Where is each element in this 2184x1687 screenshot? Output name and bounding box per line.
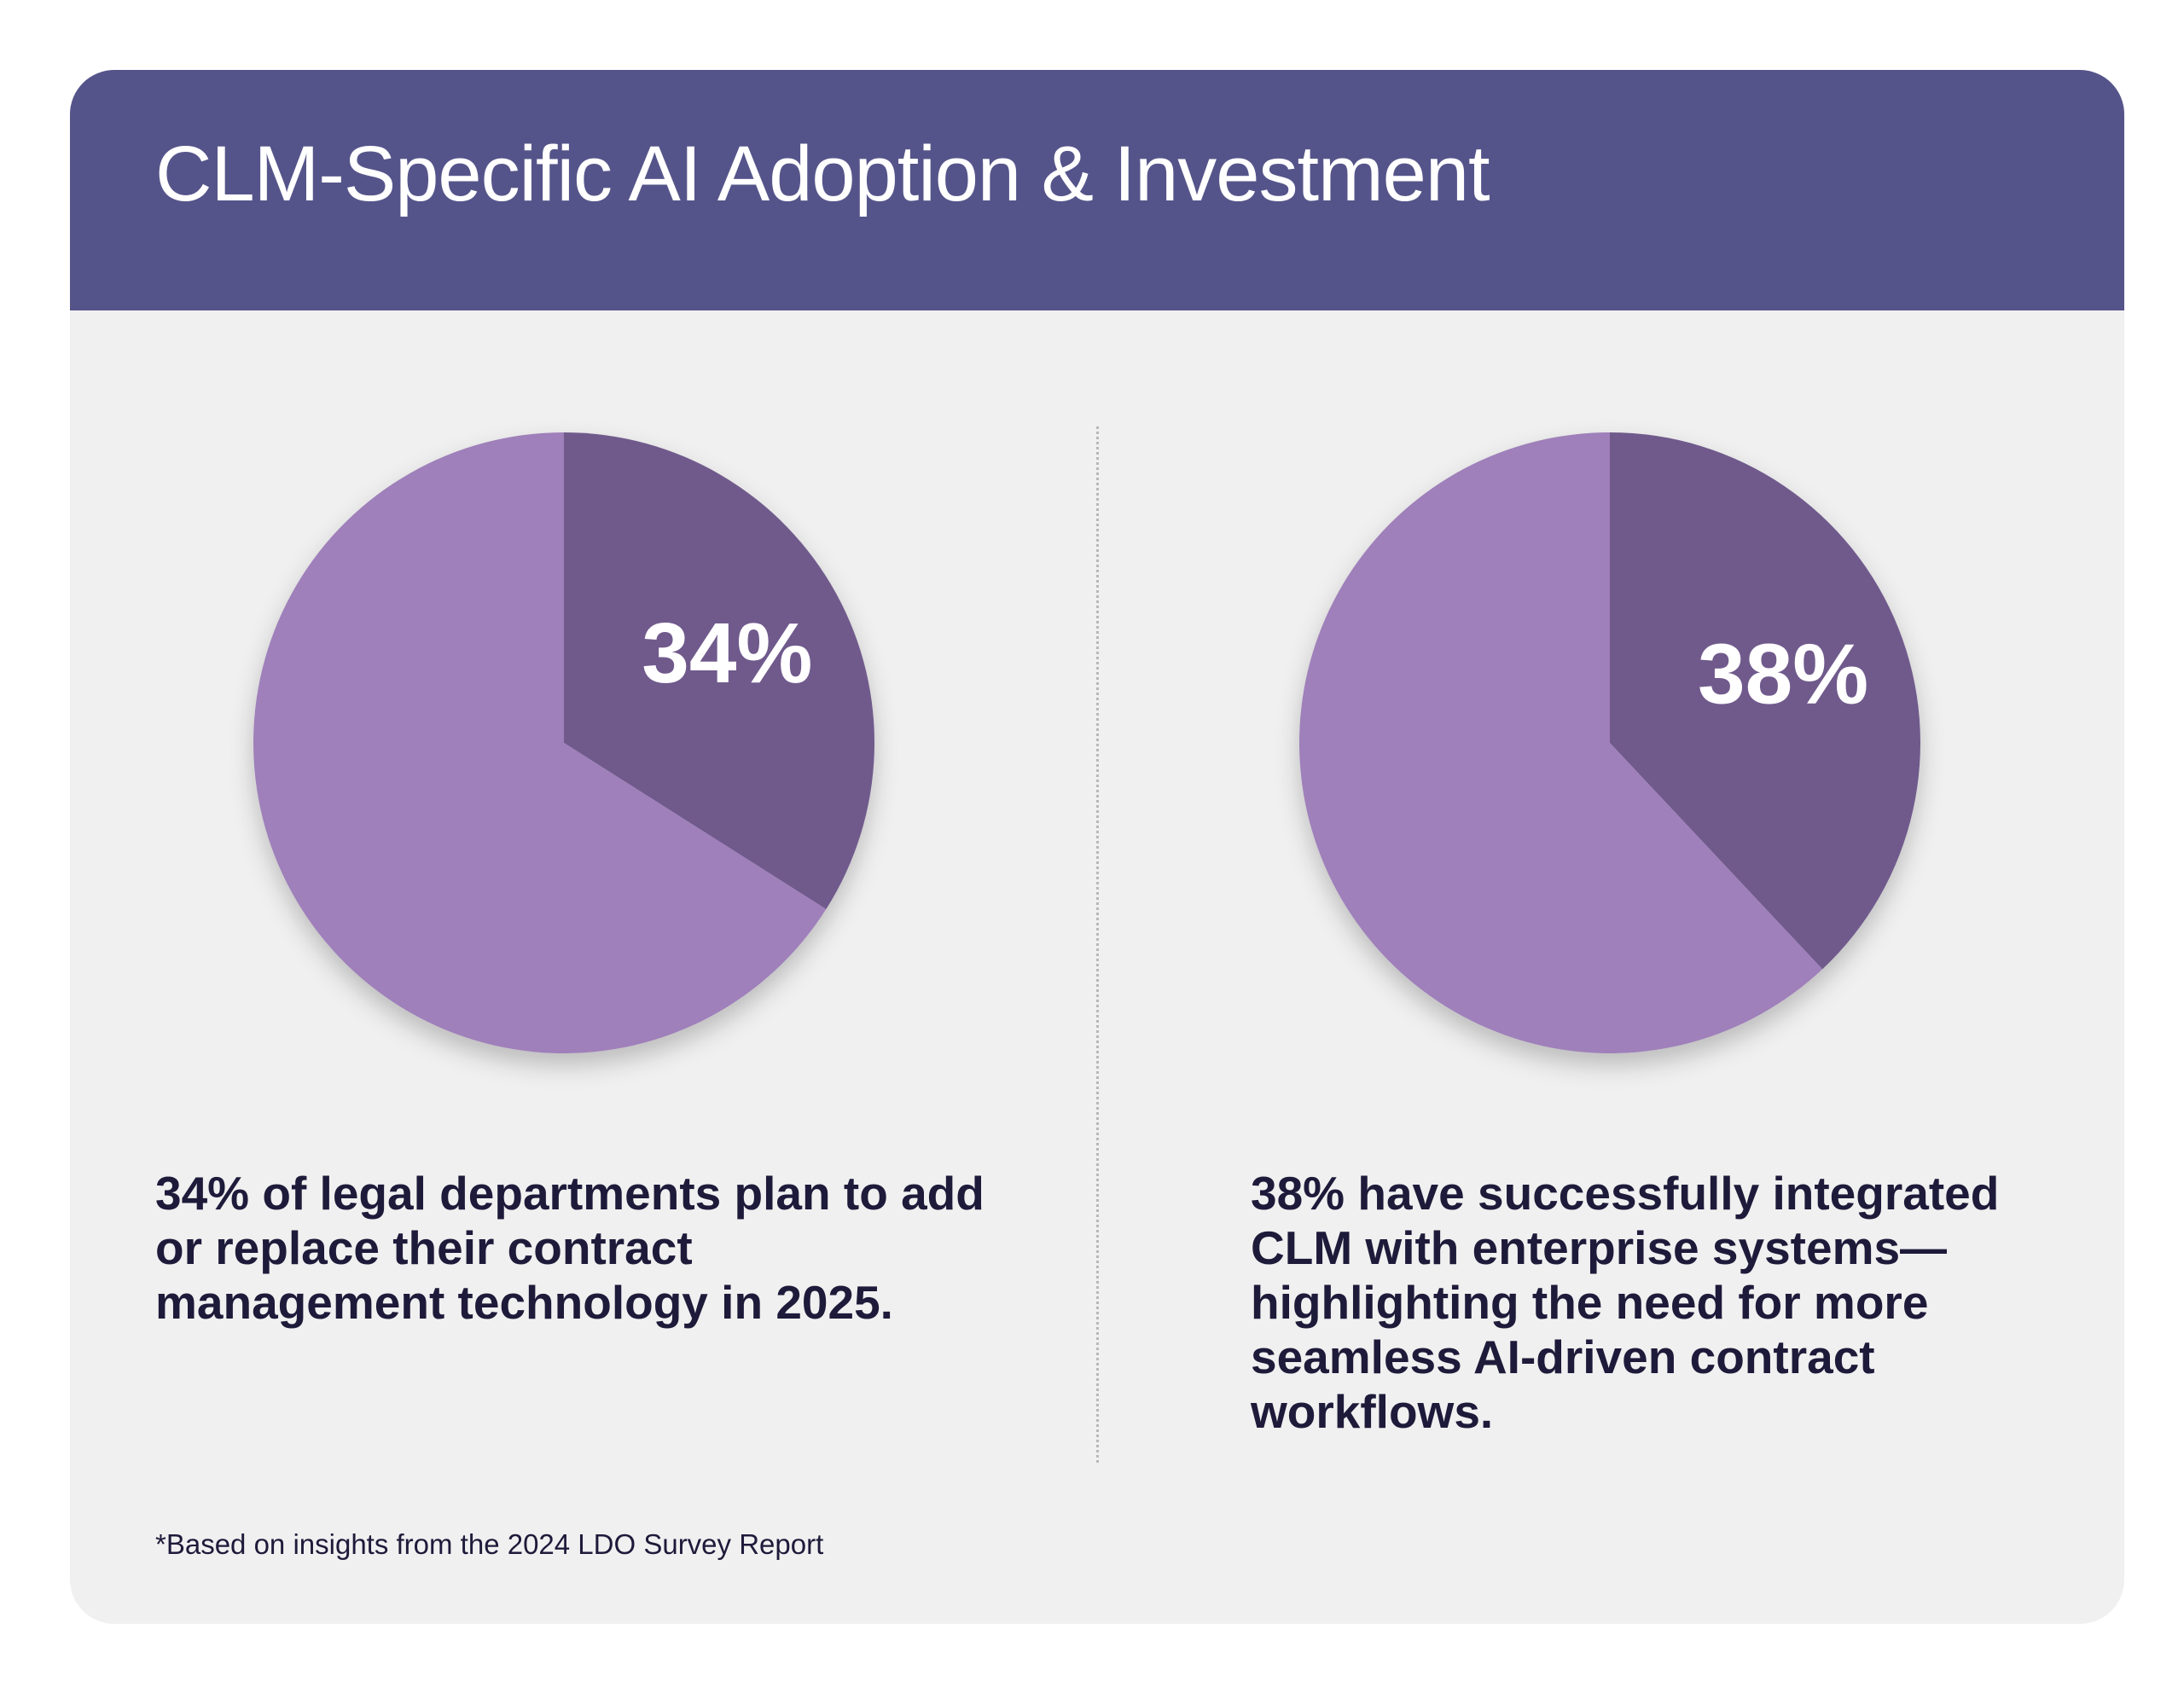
page-title: CLM-Specific AI Adoption & Investment — [155, 130, 1490, 217]
pie-charts: 34% 38% — [253, 432, 1920, 1054]
divider — [1096, 426, 1099, 1463]
footnote: *Based on insights from the 2024 LDO Sur… — [155, 1528, 824, 1560]
infographic-card: CLM-Specific AI Adoption & Investment 34… — [70, 70, 2124, 1624]
pie-chart-2 — [1298, 432, 1920, 1053]
pie-data-label: 34% — [642, 606, 812, 701]
pie-slice-rest — [253, 432, 827, 1054]
header-banner: CLM-Specific AI Adoption & Investment — [70, 70, 2124, 310]
pie-slice-highlight — [1610, 432, 1920, 970]
description-right: 38% have successfully integrated CLM wit… — [1251, 1167, 2000, 1438]
pie-slice-rest — [1298, 432, 1823, 1053]
pie-data-label: 38% — [1698, 627, 1868, 722]
pie-slice-highlight — [564, 432, 874, 910]
description-left: 34% of legal departments plan to add or … — [155, 1167, 985, 1329]
pie-chart-1 — [253, 432, 874, 1054]
